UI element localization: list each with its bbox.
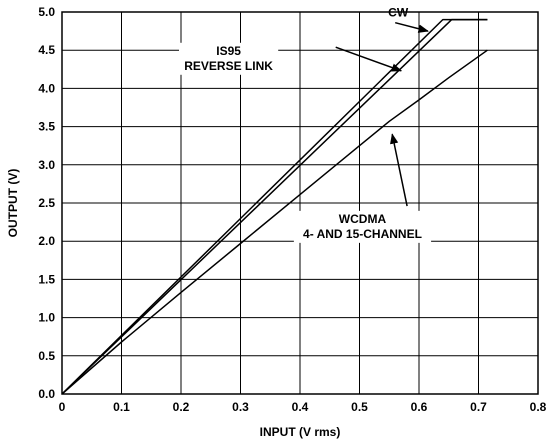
y-tick-label: 5.0	[38, 5, 55, 19]
x-tick-label: 0.5	[351, 400, 368, 414]
x-tick-labels: 0 0.1 0.2 0.3 0.4 0.5 0.6 0.7 0.8	[59, 400, 547, 414]
y-tick-labels: 0.0 0.5 1.0 1.5 2.0 2.5 3.0 3.5 4.0 4.5 5.0	[38, 5, 55, 401]
y-tick-label: 2.0	[38, 234, 55, 248]
x-tick-label: 0.4	[292, 400, 309, 414]
x-tick-label: 0	[59, 400, 66, 414]
annotation-arrow-wcdma	[390, 133, 408, 207]
annotation-arrow-cw	[395, 21, 429, 33]
y-tick-label: 1.5	[38, 272, 55, 286]
y-tick-label: 0.5	[38, 349, 55, 363]
annotation-bg-cw	[386, 4, 410, 22]
x-tick-label: 0.7	[470, 400, 487, 414]
x-tick-label: 0.2	[173, 400, 190, 414]
series-line-is95	[61, 18, 488, 395]
y-tick-label: 3.0	[38, 158, 55, 172]
series-group	[61, 18, 488, 395]
x-tick-label: 0.6	[411, 400, 428, 414]
y-tick-label: 4.5	[38, 43, 55, 57]
annotation-label-is95: REVERSE LINK	[184, 59, 273, 73]
y-tick-label: 3.5	[38, 120, 55, 134]
x-axis-label: INPUT (V rms)	[260, 425, 341, 439]
series-line-wcdma	[61, 49, 488, 395]
x-tick-label: 0.8	[530, 400, 547, 414]
annotation-arrow-is95	[335, 46, 403, 72]
annotation-bg-is95	[179, 42, 279, 75]
y-tick-label: 2.5	[38, 196, 55, 210]
x-tick-label: 0.1	[113, 400, 130, 414]
y-axis-label: OUTPUT (V)	[6, 169, 20, 238]
y-tick-label: 4.0	[38, 81, 55, 95]
y-tick-label: 1.0	[38, 311, 55, 325]
plot-frame	[61, 11, 539, 395]
annotation-label-is95: IS95	[216, 44, 241, 58]
y-tick-label: 0.0	[38, 387, 55, 401]
grid	[61, 11, 539, 395]
annotation-label-wcdma: 4- AND 15-CHANNEL	[303, 227, 422, 241]
x-tick-label: 0.3	[232, 400, 249, 414]
annotation-bg-wcdma	[293, 210, 432, 243]
annotation-label-wcdma: WCDMA	[339, 212, 387, 226]
